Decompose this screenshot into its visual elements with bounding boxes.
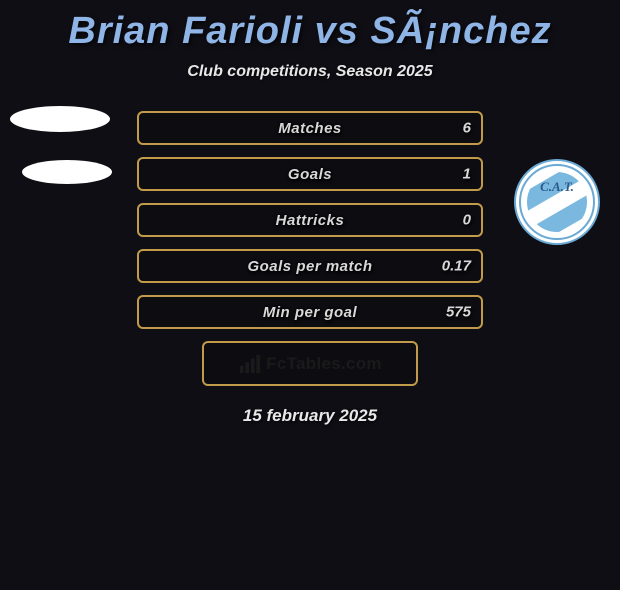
stat-rows: Matches 6 Goals 1 Hattricks 0 Goals per … (137, 111, 483, 329)
branding-text: FcTables.com (266, 354, 382, 374)
branding-box: FcTables.com (202, 341, 418, 386)
stat-row-hattricks: Hattricks 0 (137, 203, 483, 237)
avatar-placeholder-ellipse (22, 160, 112, 184)
team-badge: C.A.T. (514, 159, 600, 245)
stat-label: Hattricks (276, 212, 345, 229)
stat-label: Goals per match (247, 258, 372, 275)
club-badge-icon: C.A.T. (514, 159, 600, 245)
stat-label: Min per goal (263, 304, 357, 321)
stat-value-right: 6 (463, 120, 471, 137)
stat-label: Goals (288, 166, 332, 183)
bar-chart-icon (238, 353, 260, 375)
page-title: Brian Farioli vs SÃ¡nchez (0, 10, 620, 53)
stat-value-right: 0 (463, 212, 471, 229)
stat-row-mpg: Min per goal 575 (137, 295, 483, 329)
date-text: 15 february 2025 (0, 406, 620, 426)
player-left-placeholder (10, 106, 112, 212)
stat-label: Matches (278, 120, 342, 137)
stat-row-matches: Matches 6 (137, 111, 483, 145)
stat-value-right: 575 (446, 304, 471, 321)
stat-row-gpm: Goals per match 0.17 (137, 249, 483, 283)
subtitle: Club competitions, Season 2025 (0, 63, 620, 81)
stat-value-right: 0.17 (442, 258, 471, 275)
avatar-placeholder-ellipse (10, 106, 110, 132)
stat-value-right: 1 (463, 166, 471, 183)
svg-text:C.A.T.: C.A.T. (540, 179, 574, 194)
stats-area: C.A.T. Matches 6 Goals 1 Hattricks 0 Goa… (0, 111, 620, 426)
stat-row-goals: Goals 1 (137, 157, 483, 191)
